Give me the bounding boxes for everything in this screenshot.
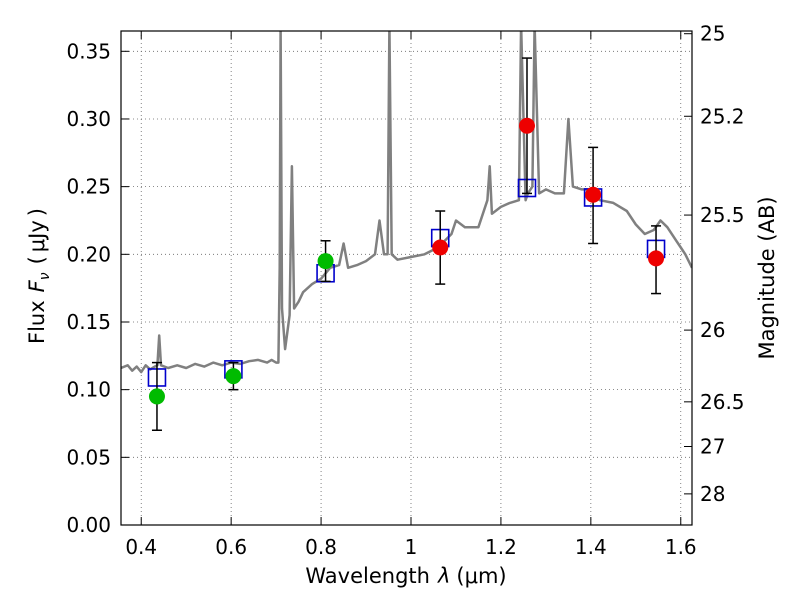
x-tick-label: 0.8 bbox=[305, 535, 337, 559]
right-tick-label: 26 bbox=[700, 318, 725, 342]
observed-point bbox=[518, 117, 535, 134]
plot-frame bbox=[120, 30, 693, 526]
observed-point bbox=[148, 388, 165, 405]
observed-point bbox=[432, 239, 449, 256]
x-tick-label: 1 bbox=[405, 535, 418, 559]
y-tick-label: 0.05 bbox=[66, 445, 111, 469]
y-tick-label: 0.00 bbox=[66, 513, 111, 537]
right-tick-label: 26.5 bbox=[700, 390, 745, 414]
y-tick-label: 0.15 bbox=[66, 310, 111, 334]
y-tick-label: 0.10 bbox=[66, 378, 111, 402]
spectrum-series bbox=[121, 31, 692, 374]
axis-ticks: 0.4 0.6 0.8 1 1.2 1.4 1.6 0.00 0.05 0.10 0.15 0.20 0… bbox=[66, 22, 744, 559]
right-tick-label: 25.2 bbox=[700, 104, 745, 128]
observed-point bbox=[648, 250, 665, 267]
y-tick-label: 0.35 bbox=[66, 39, 111, 63]
observed-point bbox=[225, 368, 242, 385]
model-points-series bbox=[147, 178, 666, 387]
x-axis-label: Wavelength λ (μm) bbox=[305, 564, 506, 588]
y-tick-label: 0.20 bbox=[66, 242, 111, 266]
x-tick-label: 0.4 bbox=[125, 535, 157, 559]
observed-point bbox=[585, 186, 602, 203]
y-tick-label: 0.25 bbox=[66, 175, 111, 199]
observed-points-series bbox=[148, 57, 665, 432]
grid-lines bbox=[121, 31, 692, 525]
right-tick-label: 27 bbox=[700, 435, 725, 459]
x-tick-label: 1.6 bbox=[665, 535, 697, 559]
x-tick-label: 1.2 bbox=[485, 535, 517, 559]
right-tick-label: 28 bbox=[700, 482, 725, 506]
x-tick-label: 1.4 bbox=[575, 535, 607, 559]
y-axis-label: FluxFν(μJy) bbox=[25, 208, 53, 344]
spectrum-line bbox=[121, 31, 692, 374]
right-tick-label: 25.5 bbox=[700, 203, 745, 227]
right-axis-label: Magnitude (AB) bbox=[755, 196, 779, 359]
right-tick-label: 25 bbox=[700, 22, 725, 46]
x-tick-label: 0.6 bbox=[215, 535, 247, 559]
observed-point bbox=[317, 253, 334, 270]
y-tick-label: 0.30 bbox=[66, 107, 111, 131]
